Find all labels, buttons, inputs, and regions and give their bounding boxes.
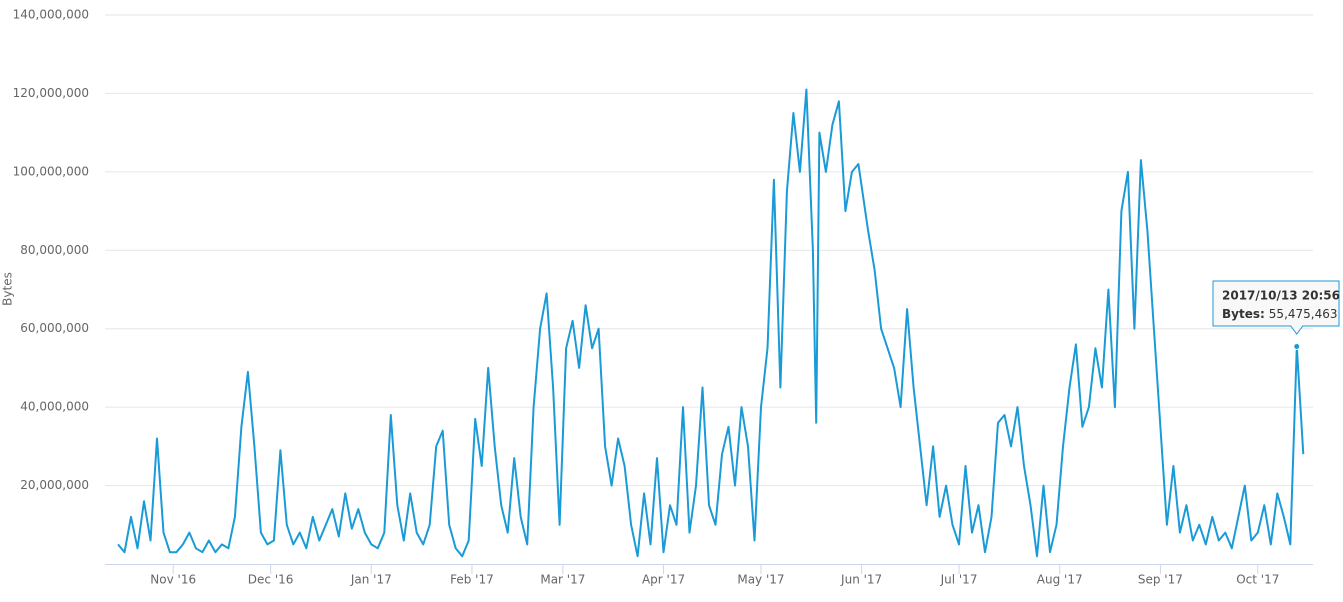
tooltip-value: 55,475,463 xyxy=(1269,307,1338,321)
tooltip-body: Bytes: 55,475,463 xyxy=(1222,307,1338,321)
x-tick-label: Dec '16 xyxy=(248,573,294,587)
x-tick-label: Jul '17 xyxy=(940,573,978,587)
y-tick-label: 100,000,000 xyxy=(13,164,89,178)
x-tick-label: Feb '17 xyxy=(450,573,494,587)
x-tick-label: Sep '17 xyxy=(1138,573,1183,587)
x-tick-label: May '17 xyxy=(737,573,784,587)
y-tick-label: 20,000,000 xyxy=(20,478,89,492)
x-tick-label: Mar '17 xyxy=(540,573,585,587)
tooltip-title: 2017/10/13 20:56 xyxy=(1222,289,1340,303)
y-axis-title: Bytes xyxy=(1,272,15,306)
x-tick-label: Jan '17 xyxy=(350,573,392,587)
x-tick-label: Nov '16 xyxy=(150,573,196,587)
x-tick-label: Jun '17 xyxy=(840,573,882,587)
y-tick-label: 80,000,000 xyxy=(20,243,89,257)
y-tick-label: 40,000,000 xyxy=(20,400,89,414)
y-tick-label: 140,000,000 xyxy=(13,8,89,22)
tooltip-box xyxy=(1212,280,1340,335)
tooltip-label: Bytes: xyxy=(1222,307,1265,321)
x-tick-label: Oct '17 xyxy=(1236,573,1279,587)
x-tick-label: Apr '17 xyxy=(642,573,685,587)
data-line xyxy=(117,88,1305,558)
x-tick-label: Aug '17 xyxy=(1037,573,1083,587)
y-tick-label: 60,000,000 xyxy=(20,321,89,335)
y-tick-label: 120,000,000 xyxy=(13,86,89,100)
hover-point xyxy=(1293,342,1301,350)
